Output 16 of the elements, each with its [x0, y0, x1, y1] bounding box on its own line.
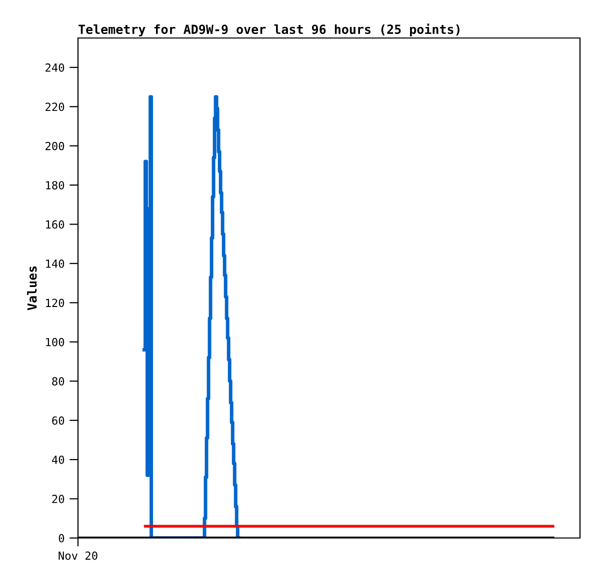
y-tick-label: 40 — [52, 456, 64, 464]
y-tick-label: 120 — [46, 298, 64, 308]
y-tick-label: 60 — [52, 416, 64, 425]
chart-title: Telemetry for AD9W-9 over last 96 hours (25 points) — [78, 24, 460, 36]
y-axis-title: Values — [27, 266, 37, 310]
y-tick-label: 0 — [58, 534, 64, 542]
y-tick-label: 220 — [46, 102, 64, 112]
y-tick-label: 20 — [52, 494, 64, 504]
y-tick-label: 200 — [46, 142, 64, 150]
y-tick-label: 160 — [46, 220, 64, 229]
x-tick-label: Nov 20 — [58, 551, 98, 560]
y-tick-label: 180 — [46, 181, 64, 190]
y-tick-label: 140 — [46, 259, 64, 268]
y-tick-label: 240 — [46, 63, 64, 72]
y-tick-label: 80 — [52, 377, 64, 386]
y-tick-label: 100 — [46, 338, 64, 346]
